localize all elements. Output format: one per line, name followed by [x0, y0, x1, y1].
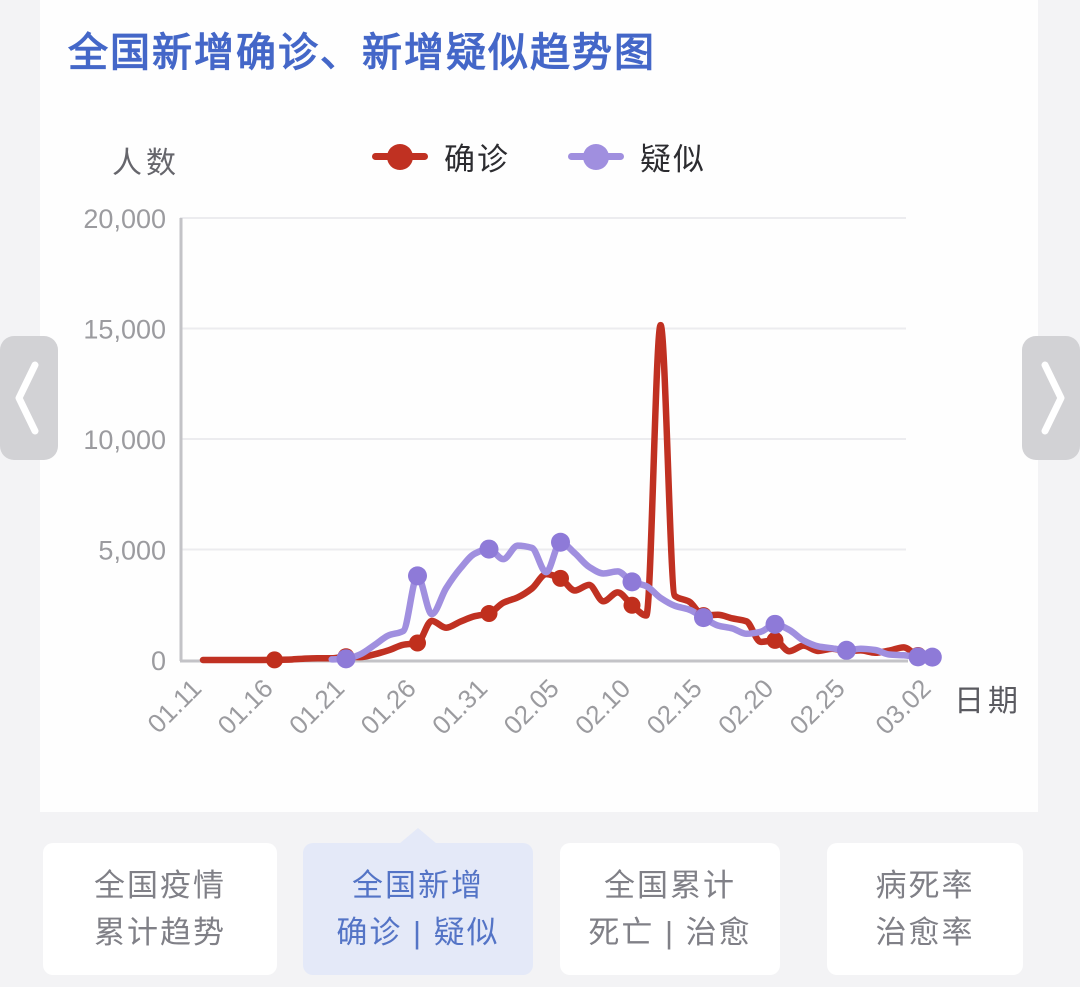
- legend-item-confirmed[interactable]: 确诊: [372, 134, 510, 179]
- next-chart-button[interactable]: [1022, 336, 1080, 460]
- tab-label-line1: 病死率: [875, 868, 975, 903]
- svg-text:02.25: 02.25: [784, 673, 851, 740]
- prev-chart-button[interactable]: [0, 336, 58, 460]
- svg-text:01.11: 01.11: [141, 673, 207, 739]
- tab-label-line2: 累计趋势: [94, 915, 226, 950]
- chart-tab-bar: 全国疫情 累计趋势 全国新增 确诊 | 疑似 全国累计 死亡 | 治愈 病死率 …: [0, 828, 1080, 975]
- tab-label-line1: 全国累计: [604, 868, 736, 903]
- tab-label-line2: 治愈率: [875, 915, 975, 950]
- chart-title: 全国新增确诊、新增疑似趋势图: [68, 31, 656, 75]
- legend-item-suspected[interactable]: 疑似: [568, 134, 706, 179]
- tab-label-line2: 死亡 | 治愈: [588, 915, 752, 950]
- legend-label-suspected: 疑似: [640, 142, 706, 177]
- suspected-series-marker-icon: [568, 153, 624, 160]
- svg-text:01.31: 01.31: [426, 673, 493, 740]
- tab-national-new-confirmed-suspected[interactable]: 全国新增 确诊 | 疑似: [303, 828, 533, 975]
- svg-text:02.10: 02.10: [569, 673, 636, 740]
- svg-text:02.15: 02.15: [641, 673, 708, 740]
- svg-text:02.20: 02.20: [712, 673, 779, 740]
- svg-text:03.02: 03.02: [869, 673, 936, 740]
- chart-legend: 确诊 疑似: [40, 134, 1038, 179]
- svg-text:10,000: 10,000: [83, 425, 166, 455]
- chevron-right-icon: [1041, 361, 1065, 435]
- chart-card: 全国新增确诊、新增疑似趋势图 人数 确诊 疑似 0 5,000 10,000 15,0…: [40, 0, 1038, 812]
- svg-text:15,000: 15,000: [83, 315, 166, 345]
- svg-text:0: 0: [151, 646, 166, 676]
- x-axis-name: 日期: [954, 685, 1022, 718]
- tab-national-cumulative-trend[interactable]: 全国疫情 累计趋势: [43, 843, 277, 975]
- svg-text:20,000: 20,000: [83, 204, 166, 234]
- legend-label-confirmed: 确诊: [444, 142, 510, 177]
- tab-national-cumulative-death-cured[interactable]: 全国累计 死亡 | 治愈: [560, 843, 780, 975]
- confirmed-series-marker-icon: [372, 153, 428, 160]
- svg-text:01.16: 01.16: [212, 673, 279, 740]
- active-tab-notch: [399, 828, 437, 844]
- svg-text:01.26: 01.26: [355, 673, 422, 740]
- tab-fatality-cure-rate[interactable]: 病死率 治愈率: [827, 843, 1023, 975]
- tab-label-line1: 全国疫情: [94, 868, 226, 903]
- tab-label-line1: 全国新增: [352, 868, 484, 903]
- svg-text:5,000: 5,000: [98, 536, 166, 566]
- tab-label-line2: 确诊 | 疑似: [336, 915, 500, 950]
- chevron-left-icon: [15, 361, 39, 435]
- y-axis-name: 人数: [112, 147, 180, 180]
- svg-text:02.05: 02.05: [498, 673, 565, 740]
- svg-text:01.21: 01.21: [283, 673, 350, 740]
